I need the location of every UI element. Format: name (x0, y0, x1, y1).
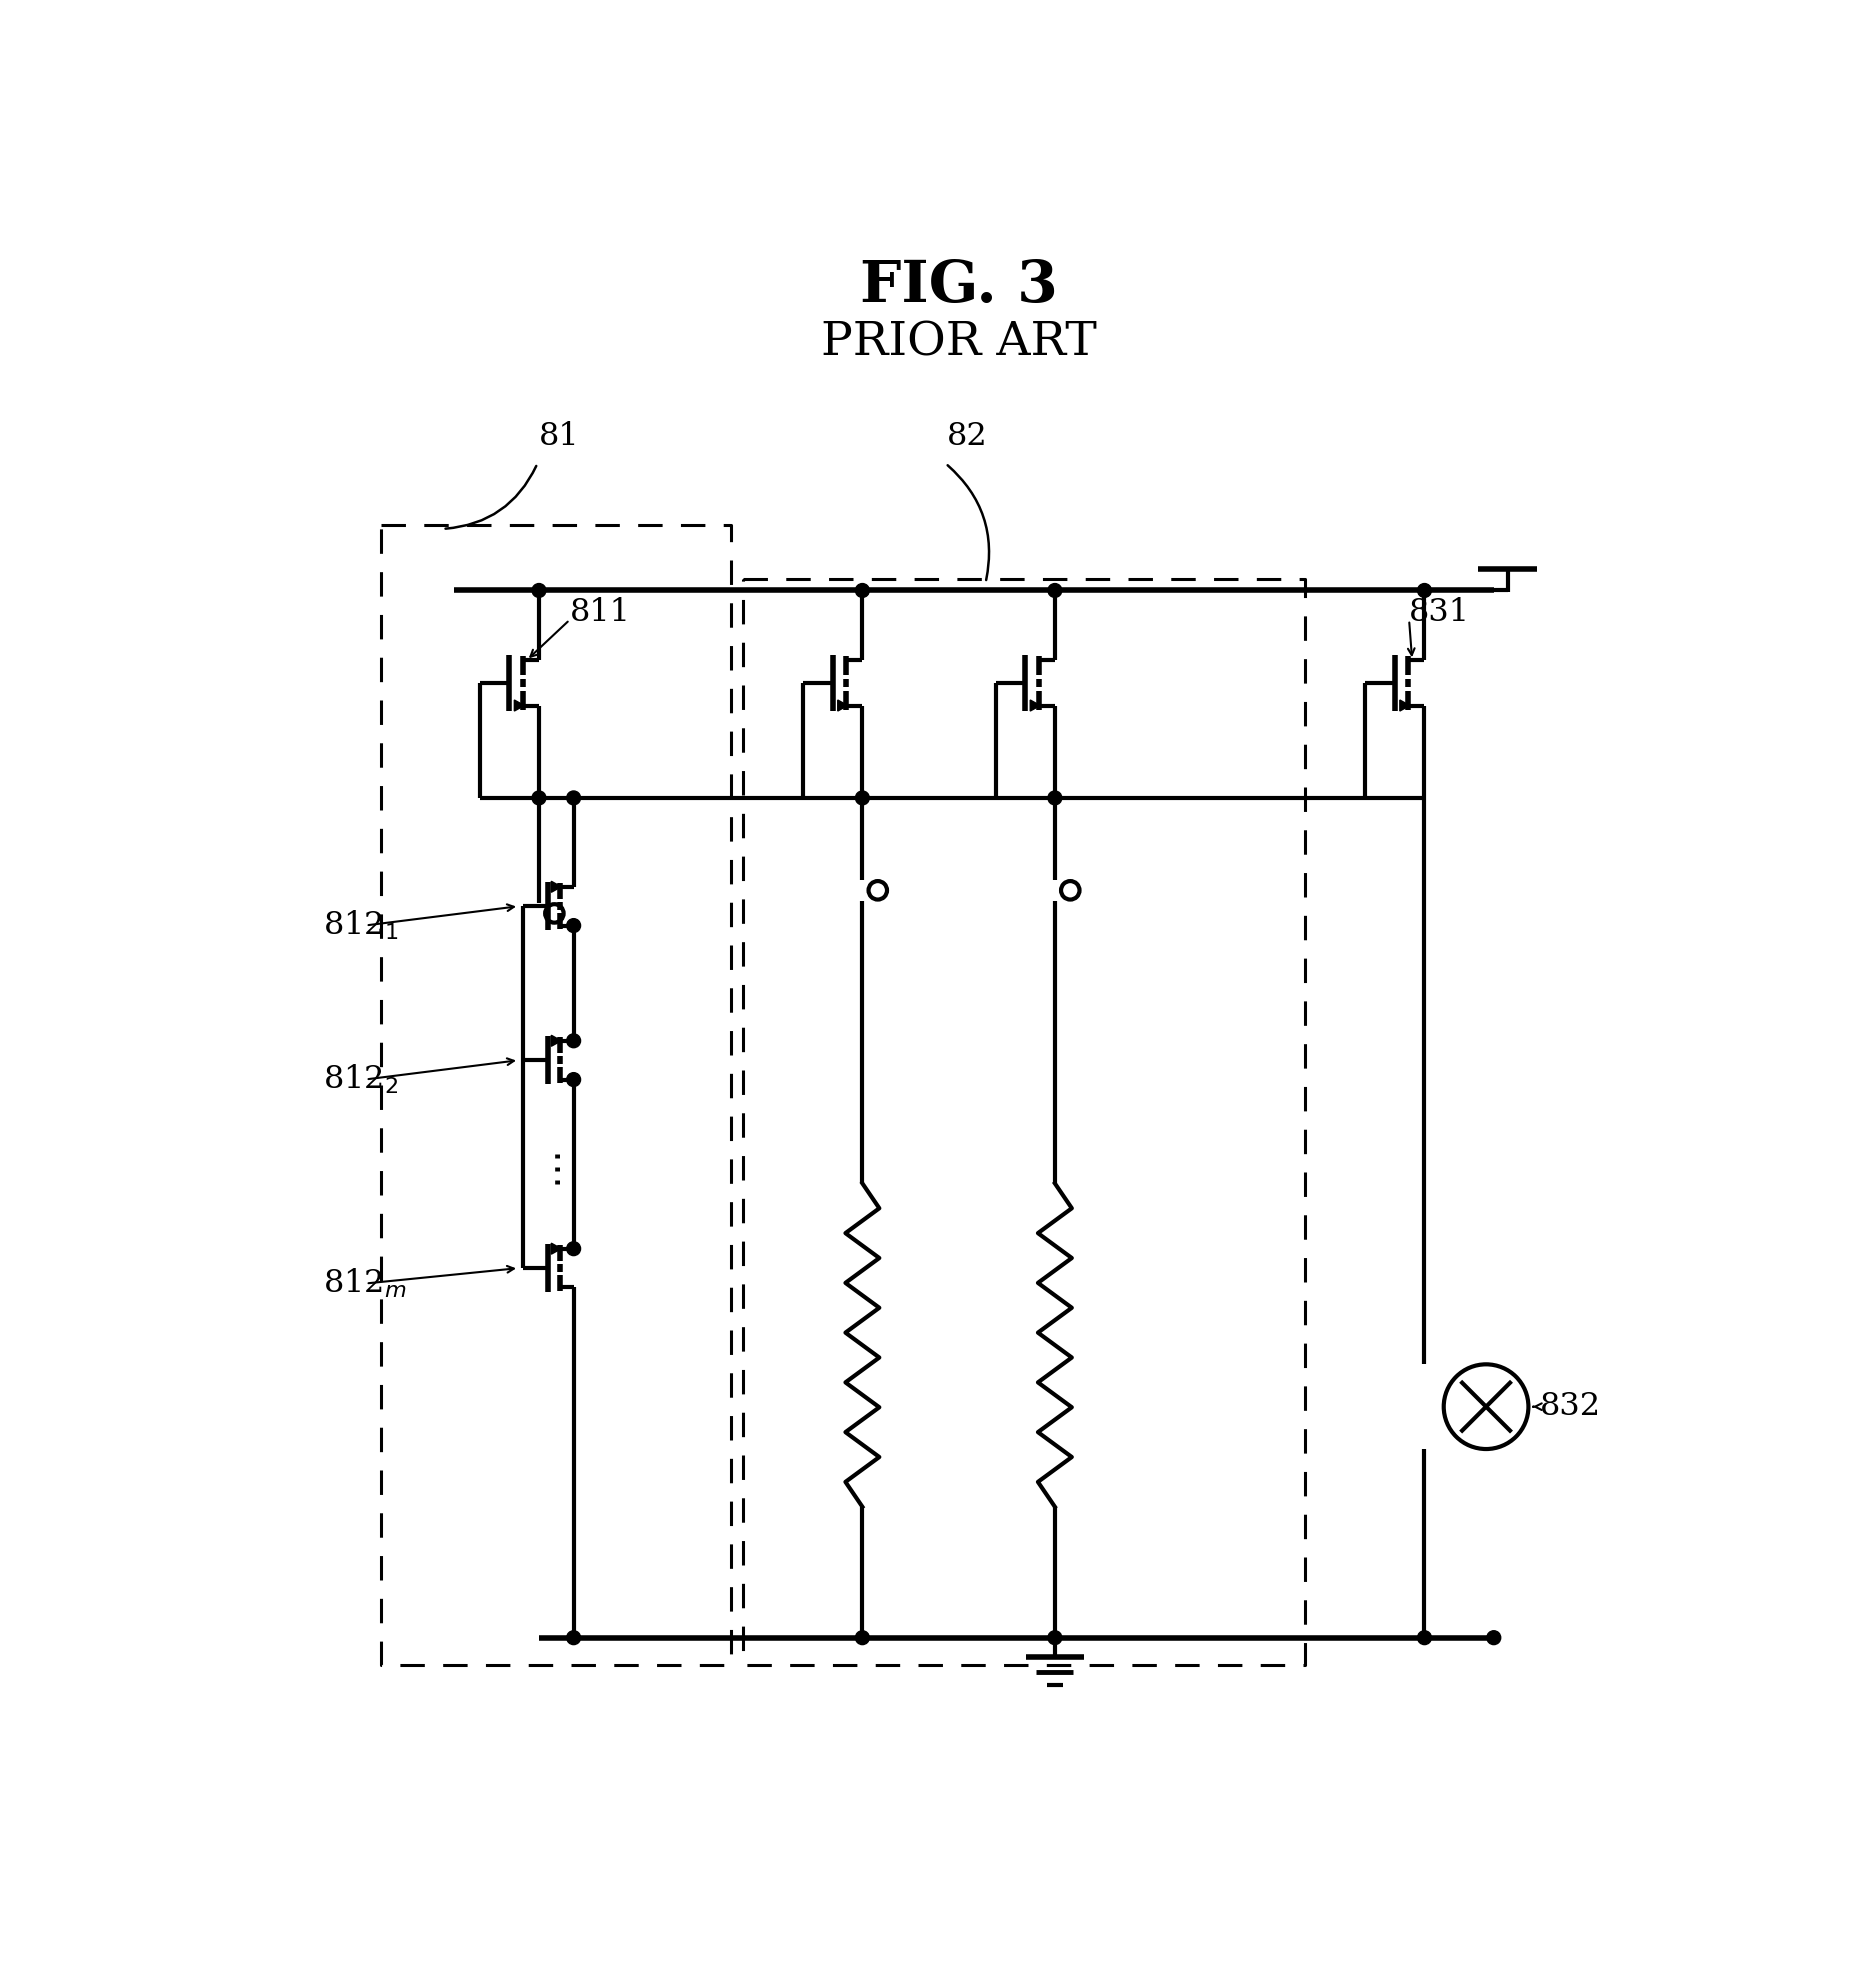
Circle shape (567, 920, 580, 933)
Text: 831: 831 (1410, 597, 1470, 628)
Text: FIG. 3: FIG. 3 (861, 258, 1058, 315)
Circle shape (567, 1034, 580, 1048)
Polygon shape (550, 1036, 562, 1046)
Polygon shape (1030, 701, 1041, 711)
Circle shape (567, 1073, 580, 1087)
Polygon shape (1400, 701, 1410, 711)
Text: 812$_2$: 812$_2$ (324, 1063, 399, 1097)
Text: 832: 832 (1541, 1392, 1601, 1422)
Text: 81: 81 (539, 421, 580, 451)
Text: 812$_m$: 812$_m$ (324, 1266, 406, 1300)
Polygon shape (550, 882, 562, 892)
Circle shape (532, 792, 547, 805)
Text: 812$_1$: 812$_1$ (324, 910, 399, 941)
Circle shape (1048, 583, 1061, 597)
Text: 82: 82 (947, 421, 988, 451)
Circle shape (1417, 1630, 1432, 1644)
Circle shape (856, 583, 869, 597)
Circle shape (567, 1630, 580, 1644)
Text: PRIOR ART: PRIOR ART (822, 319, 1097, 364)
Text: 811: 811 (569, 597, 631, 628)
Circle shape (1048, 1630, 1061, 1644)
Polygon shape (515, 701, 524, 711)
Circle shape (856, 792, 869, 805)
Text: ⋯: ⋯ (535, 1144, 575, 1183)
Circle shape (1048, 792, 1061, 805)
Polygon shape (550, 1242, 562, 1254)
Circle shape (1417, 583, 1432, 597)
Circle shape (1486, 1630, 1501, 1644)
Circle shape (567, 792, 580, 805)
Polygon shape (839, 701, 848, 711)
Circle shape (856, 1630, 869, 1644)
Circle shape (532, 583, 547, 597)
Circle shape (567, 1242, 580, 1256)
